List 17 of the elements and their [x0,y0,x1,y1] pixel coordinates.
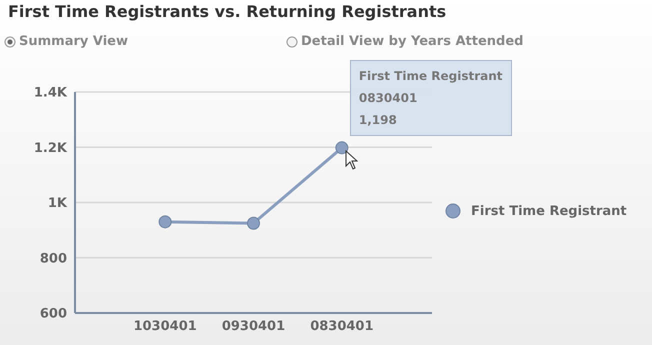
y-tick-label: 1K [48,196,68,212]
tooltip-box: First Time Registrant 0830401 1,198 [350,60,512,136]
x-tick-label: 1030401 [133,319,197,334]
point [335,141,348,154]
x-tick-label: 0830401 [310,319,374,334]
point [158,215,172,228]
y-tick-label: 600 [40,306,67,322]
legend-label: First Time Registrant [471,204,627,218]
y-tick-label: 1.2K [34,140,68,156]
y-tick-label: 1.4K [34,86,68,101]
y-tick-label: 800 [40,251,67,266]
chart-title: First Time Registrants vs. Returning Registrants [8,2,446,21]
text: Detail View by Years Attended [301,34,524,49]
annotation: First Time Registrant 0830401 1,198 [358,68,503,129]
x-tick-label: 0930401 [222,319,286,334]
point [247,216,260,230]
text: Summary View [19,34,128,49]
